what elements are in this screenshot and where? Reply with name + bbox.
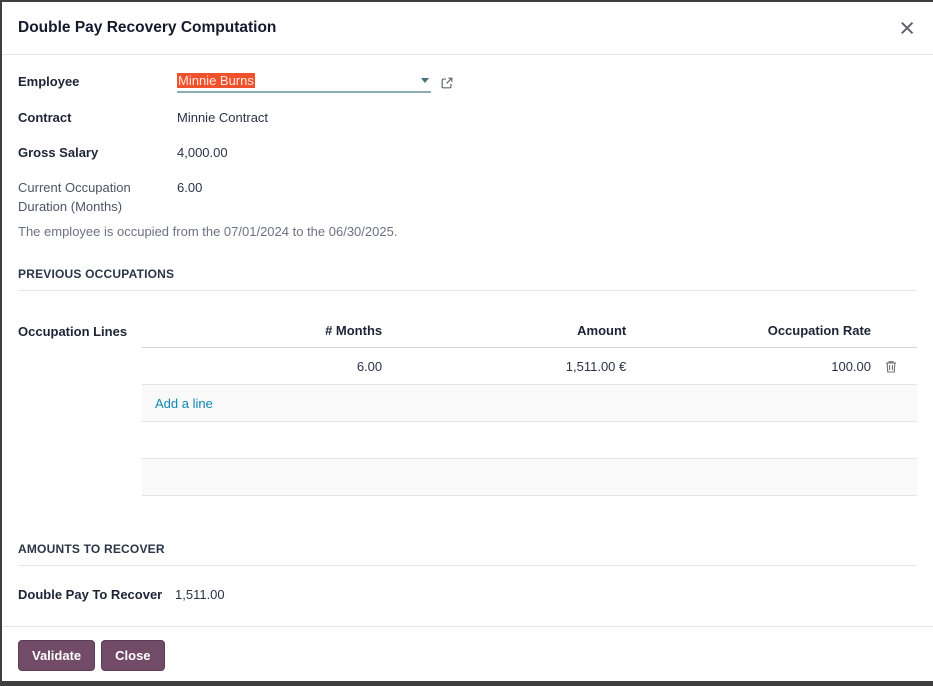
occupation-lines-row: Occupation Lines # Months Amount Occupat…: [18, 317, 917, 497]
contract-value: Minnie Contract: [177, 110, 269, 125]
cell-amount[interactable]: 1,511.00 €: [565, 358, 627, 374]
field-row-employee: Employee Minnie Burns: [18, 73, 917, 93]
empty-table-row: [142, 422, 917, 460]
gross-salary-label: Gross Salary: [18, 144, 99, 160]
table-row[interactable]: 6.00 1,511.00 € 100.00: [142, 348, 917, 386]
occupation-lines-label: Occupation Lines: [18, 324, 128, 340]
double-pay-to-recover-value: 1,511.00: [175, 587, 225, 603]
field-row-current-occupation: Current Occupation Duration (Months) 6.0…: [18, 179, 917, 217]
employee-selected-text[interactable]: Minnie Burns: [177, 73, 255, 88]
dialog-body: Employee Minnie Burns Contract: [2, 55, 933, 605]
trash-icon[interactable]: [885, 360, 897, 373]
cell-months[interactable]: 6.00: [356, 358, 383, 374]
dialog-title: Double Pay Recovery Computation: [18, 19, 277, 36]
header-amount[interactable]: Amount: [577, 323, 627, 339]
current-occupation-value: 6.00: [177, 179, 203, 195]
close-icon[interactable]: ×: [899, 12, 915, 43]
add-a-line-link[interactable]: Add a line: [155, 395, 213, 411]
previous-occupations-section: PREVIOUS OCCUPATIONS Occupation Lines # …: [18, 267, 917, 497]
employee-input[interactable]: Minnie Burns: [177, 73, 431, 93]
employee-label: Employee: [18, 74, 80, 89]
section-divider: [18, 565, 917, 567]
field-row-contract: Contract Minnie Contract: [18, 109, 917, 128]
dialog-footer: Validate Close: [2, 626, 933, 681]
table-header-row: # Months Amount Occupation Rate: [142, 317, 917, 349]
current-occupation-label: Current Occupation Duration (Months): [18, 179, 131, 214]
field-row-double-pay: Double Pay To Recover 1,511.00: [18, 586, 917, 604]
add-a-line-row: Add a line: [142, 385, 917, 423]
header-months[interactable]: # Months: [325, 323, 383, 339]
dialog-header: Double Pay Recovery Computation ×: [2, 2, 933, 55]
gross-salary-value: 4,000.00: [177, 144, 228, 160]
validate-button[interactable]: Validate: [18, 640, 96, 671]
close-button[interactable]: Close: [101, 640, 165, 671]
amounts-to-recover-title: AMOUNTS TO RECOVER: [18, 542, 165, 557]
field-row-gross-salary: Gross Salary 4,000.00: [18, 144, 917, 163]
previous-occupations-title: PREVIOUS OCCUPATIONS: [18, 267, 175, 282]
cell-occupation-rate[interactable]: 100.00: [831, 358, 871, 374]
contract-label: Contract: [18, 110, 72, 125]
external-link-icon[interactable]: [440, 76, 454, 90]
chevron-down-icon[interactable]: [421, 78, 429, 83]
occupation-period-note: The employee is occupied from the 07/01/…: [18, 224, 398, 240]
amounts-to-recover-section: AMOUNTS TO RECOVER Double Pay To Recover…: [18, 542, 917, 604]
double-pay-to-recover-label: Double Pay To Recover: [18, 587, 163, 603]
header-occupation-rate[interactable]: Occupation Rate: [767, 323, 871, 339]
occupation-lines-table: # Months Amount Occupation Rate 6.00 1,5…: [142, 317, 917, 497]
section-divider: [18, 290, 917, 292]
employee-field[interactable]: Minnie Burns: [177, 73, 454, 93]
empty-table-row: [142, 459, 917, 497]
